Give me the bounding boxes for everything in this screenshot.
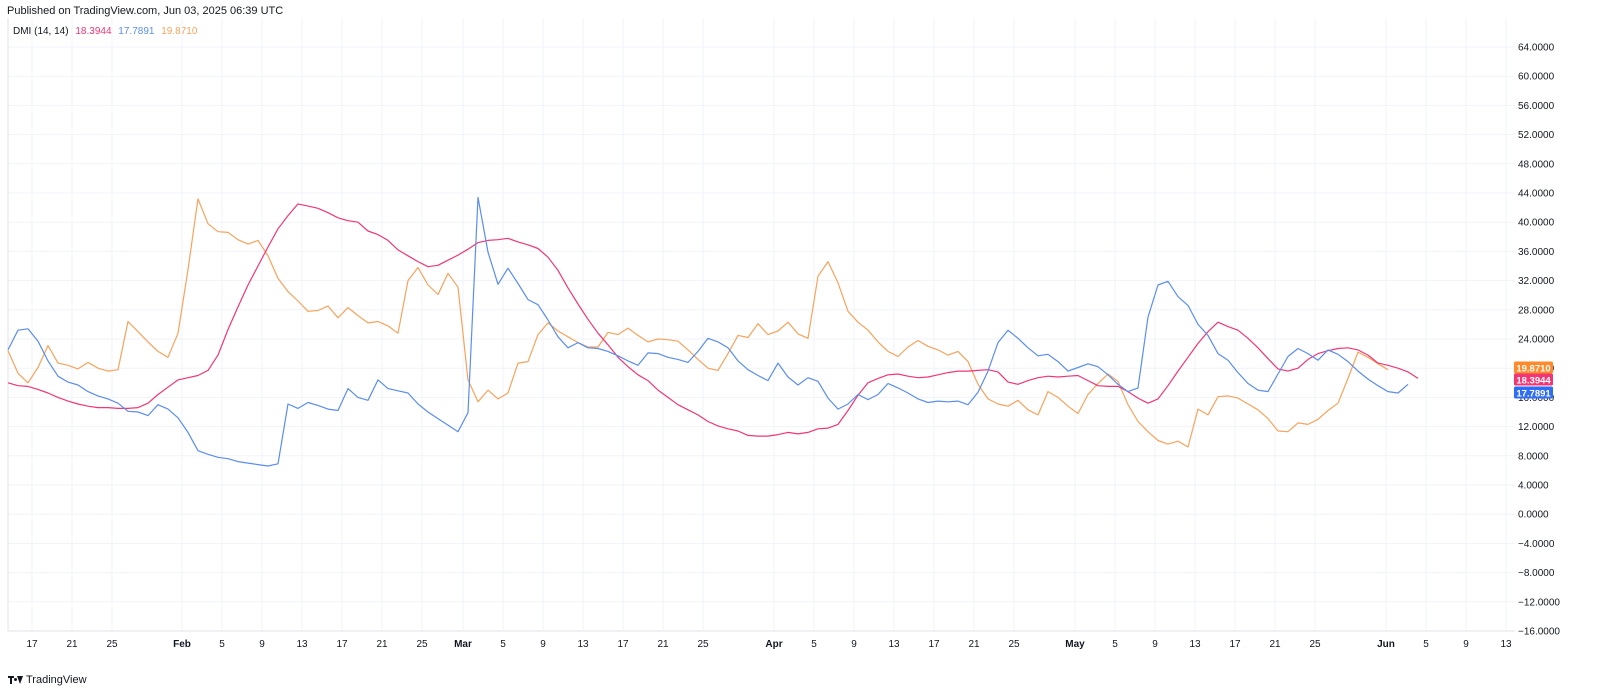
x-tick-label: 9 bbox=[1463, 639, 1469, 650]
y-tick-label: 4.0000 bbox=[1518, 481, 1549, 492]
y-tick-label: 24.0000 bbox=[1518, 335, 1555, 346]
series-line bbox=[7, 203, 1419, 437]
y-tick-label: −12.0000 bbox=[1518, 597, 1560, 608]
x-tick-label: 13 bbox=[1189, 639, 1201, 650]
x-tick-label: 13 bbox=[888, 639, 900, 650]
x-tick-label: 21 bbox=[1269, 639, 1281, 650]
published-caption: Published on TradingView.com, Jun 03, 20… bbox=[7, 5, 284, 17]
x-tick-label: Jun bbox=[1377, 639, 1395, 650]
y-tick-label: −4.0000 bbox=[1518, 539, 1555, 550]
x-tick-label: May bbox=[1065, 639, 1085, 650]
price-tag: 19.8710 bbox=[1514, 361, 1553, 375]
legend-value-orange: 19.8710 bbox=[161, 26, 198, 37]
y-tick-label: 48.0000 bbox=[1518, 159, 1555, 170]
price-tag: 17.7891 bbox=[1514, 386, 1553, 400]
legend-value-blue: 17.7891 bbox=[118, 26, 155, 37]
brand-name: TradingView bbox=[26, 674, 87, 686]
y-tick-label: 0.0000 bbox=[1518, 510, 1549, 521]
x-tick-label: 13 bbox=[577, 639, 589, 650]
price-tag: 18.3944 bbox=[1514, 373, 1553, 387]
x-tick-label: 21 bbox=[66, 639, 78, 650]
indicator-legend[interactable]: DMI (14, 14) 18.3944 17.7891 19.8710 bbox=[13, 26, 201, 37]
x-tick-label: 5 bbox=[811, 639, 817, 650]
price-tag-label: 18.3944 bbox=[1516, 376, 1551, 387]
x-tick-label: 21 bbox=[657, 639, 669, 650]
x-tick-label: 25 bbox=[1008, 639, 1020, 650]
x-tick-label: 5 bbox=[1423, 639, 1429, 650]
x-tick-label: 25 bbox=[416, 639, 428, 650]
y-tick-label: 52.0000 bbox=[1518, 130, 1555, 141]
indicator-name: DMI (14, 14) bbox=[13, 26, 69, 37]
y-tick-label: −8.0000 bbox=[1518, 568, 1555, 579]
x-tick-label: 5 bbox=[219, 639, 225, 650]
x-tick-label: 13 bbox=[296, 639, 308, 650]
x-tick-label: 17 bbox=[928, 639, 940, 650]
series-line bbox=[7, 196, 1409, 467]
series-lines bbox=[7, 196, 1419, 467]
x-tick-label: Mar bbox=[454, 639, 472, 650]
legend-value-red: 18.3944 bbox=[75, 26, 112, 37]
x-tick-label: 25 bbox=[697, 639, 709, 650]
x-tick-label: 25 bbox=[106, 639, 118, 650]
x-axis-labels: 17 21 25 Feb 5 9 13 17 21 25 Mar 5 9 13 17 21 25 Apr 5 9 13 1… bbox=[26, 639, 1512, 650]
x-tick-label: 9 bbox=[851, 639, 857, 650]
x-tick-label: 17 bbox=[617, 639, 629, 650]
y-tick-label: 32.0000 bbox=[1518, 276, 1555, 287]
tradingview-logo-icon bbox=[8, 676, 23, 684]
x-tick-label: 9 bbox=[259, 639, 265, 650]
y-tick-label: 12.0000 bbox=[1518, 422, 1555, 433]
x-tick-label: 17 bbox=[26, 639, 38, 650]
y-tick-label: −16.0000 bbox=[1518, 627, 1560, 638]
x-tick-label: Feb bbox=[173, 639, 191, 650]
price-tag-label: 19.8710 bbox=[1516, 364, 1550, 375]
y-tick-label: 36.0000 bbox=[1518, 247, 1555, 258]
y-tick-label: 56.0000 bbox=[1518, 101, 1555, 112]
series-line bbox=[7, 198, 1389, 448]
x-tick-label: 25 bbox=[1309, 639, 1321, 650]
y-tick-label: 40.0000 bbox=[1518, 218, 1555, 229]
x-tick-label: 21 bbox=[968, 639, 980, 650]
y-tick-label: 8.0000 bbox=[1518, 451, 1549, 462]
x-tick-label: 5 bbox=[1112, 639, 1118, 650]
x-tick-label: 13 bbox=[1500, 639, 1512, 650]
x-tick-label: Apr bbox=[765, 639, 782, 650]
y-axis-labels: 64.0000 60.0000 56.0000 52.0000 48.0000 44.00… bbox=[1518, 43, 1560, 638]
y-tick-label: 60.0000 bbox=[1518, 72, 1555, 83]
y-tick-label: 44.0000 bbox=[1518, 189, 1555, 200]
x-tick-label: 5 bbox=[500, 639, 506, 650]
x-tick-label: 21 bbox=[376, 639, 388, 650]
x-tick-label: 17 bbox=[336, 639, 348, 650]
x-tick-label: 9 bbox=[1152, 639, 1158, 650]
y-tick-label: 64.0000 bbox=[1518, 43, 1555, 54]
x-tick-label: 9 bbox=[540, 639, 546, 650]
grid-lines bbox=[7, 18, 1515, 632]
x-tick-label: 17 bbox=[1229, 639, 1241, 650]
footer-brand[interactable]: TradingView bbox=[8, 674, 87, 686]
price-tag-label: 17.7891 bbox=[1516, 389, 1551, 400]
y-tick-label: 28.0000 bbox=[1518, 305, 1555, 316]
